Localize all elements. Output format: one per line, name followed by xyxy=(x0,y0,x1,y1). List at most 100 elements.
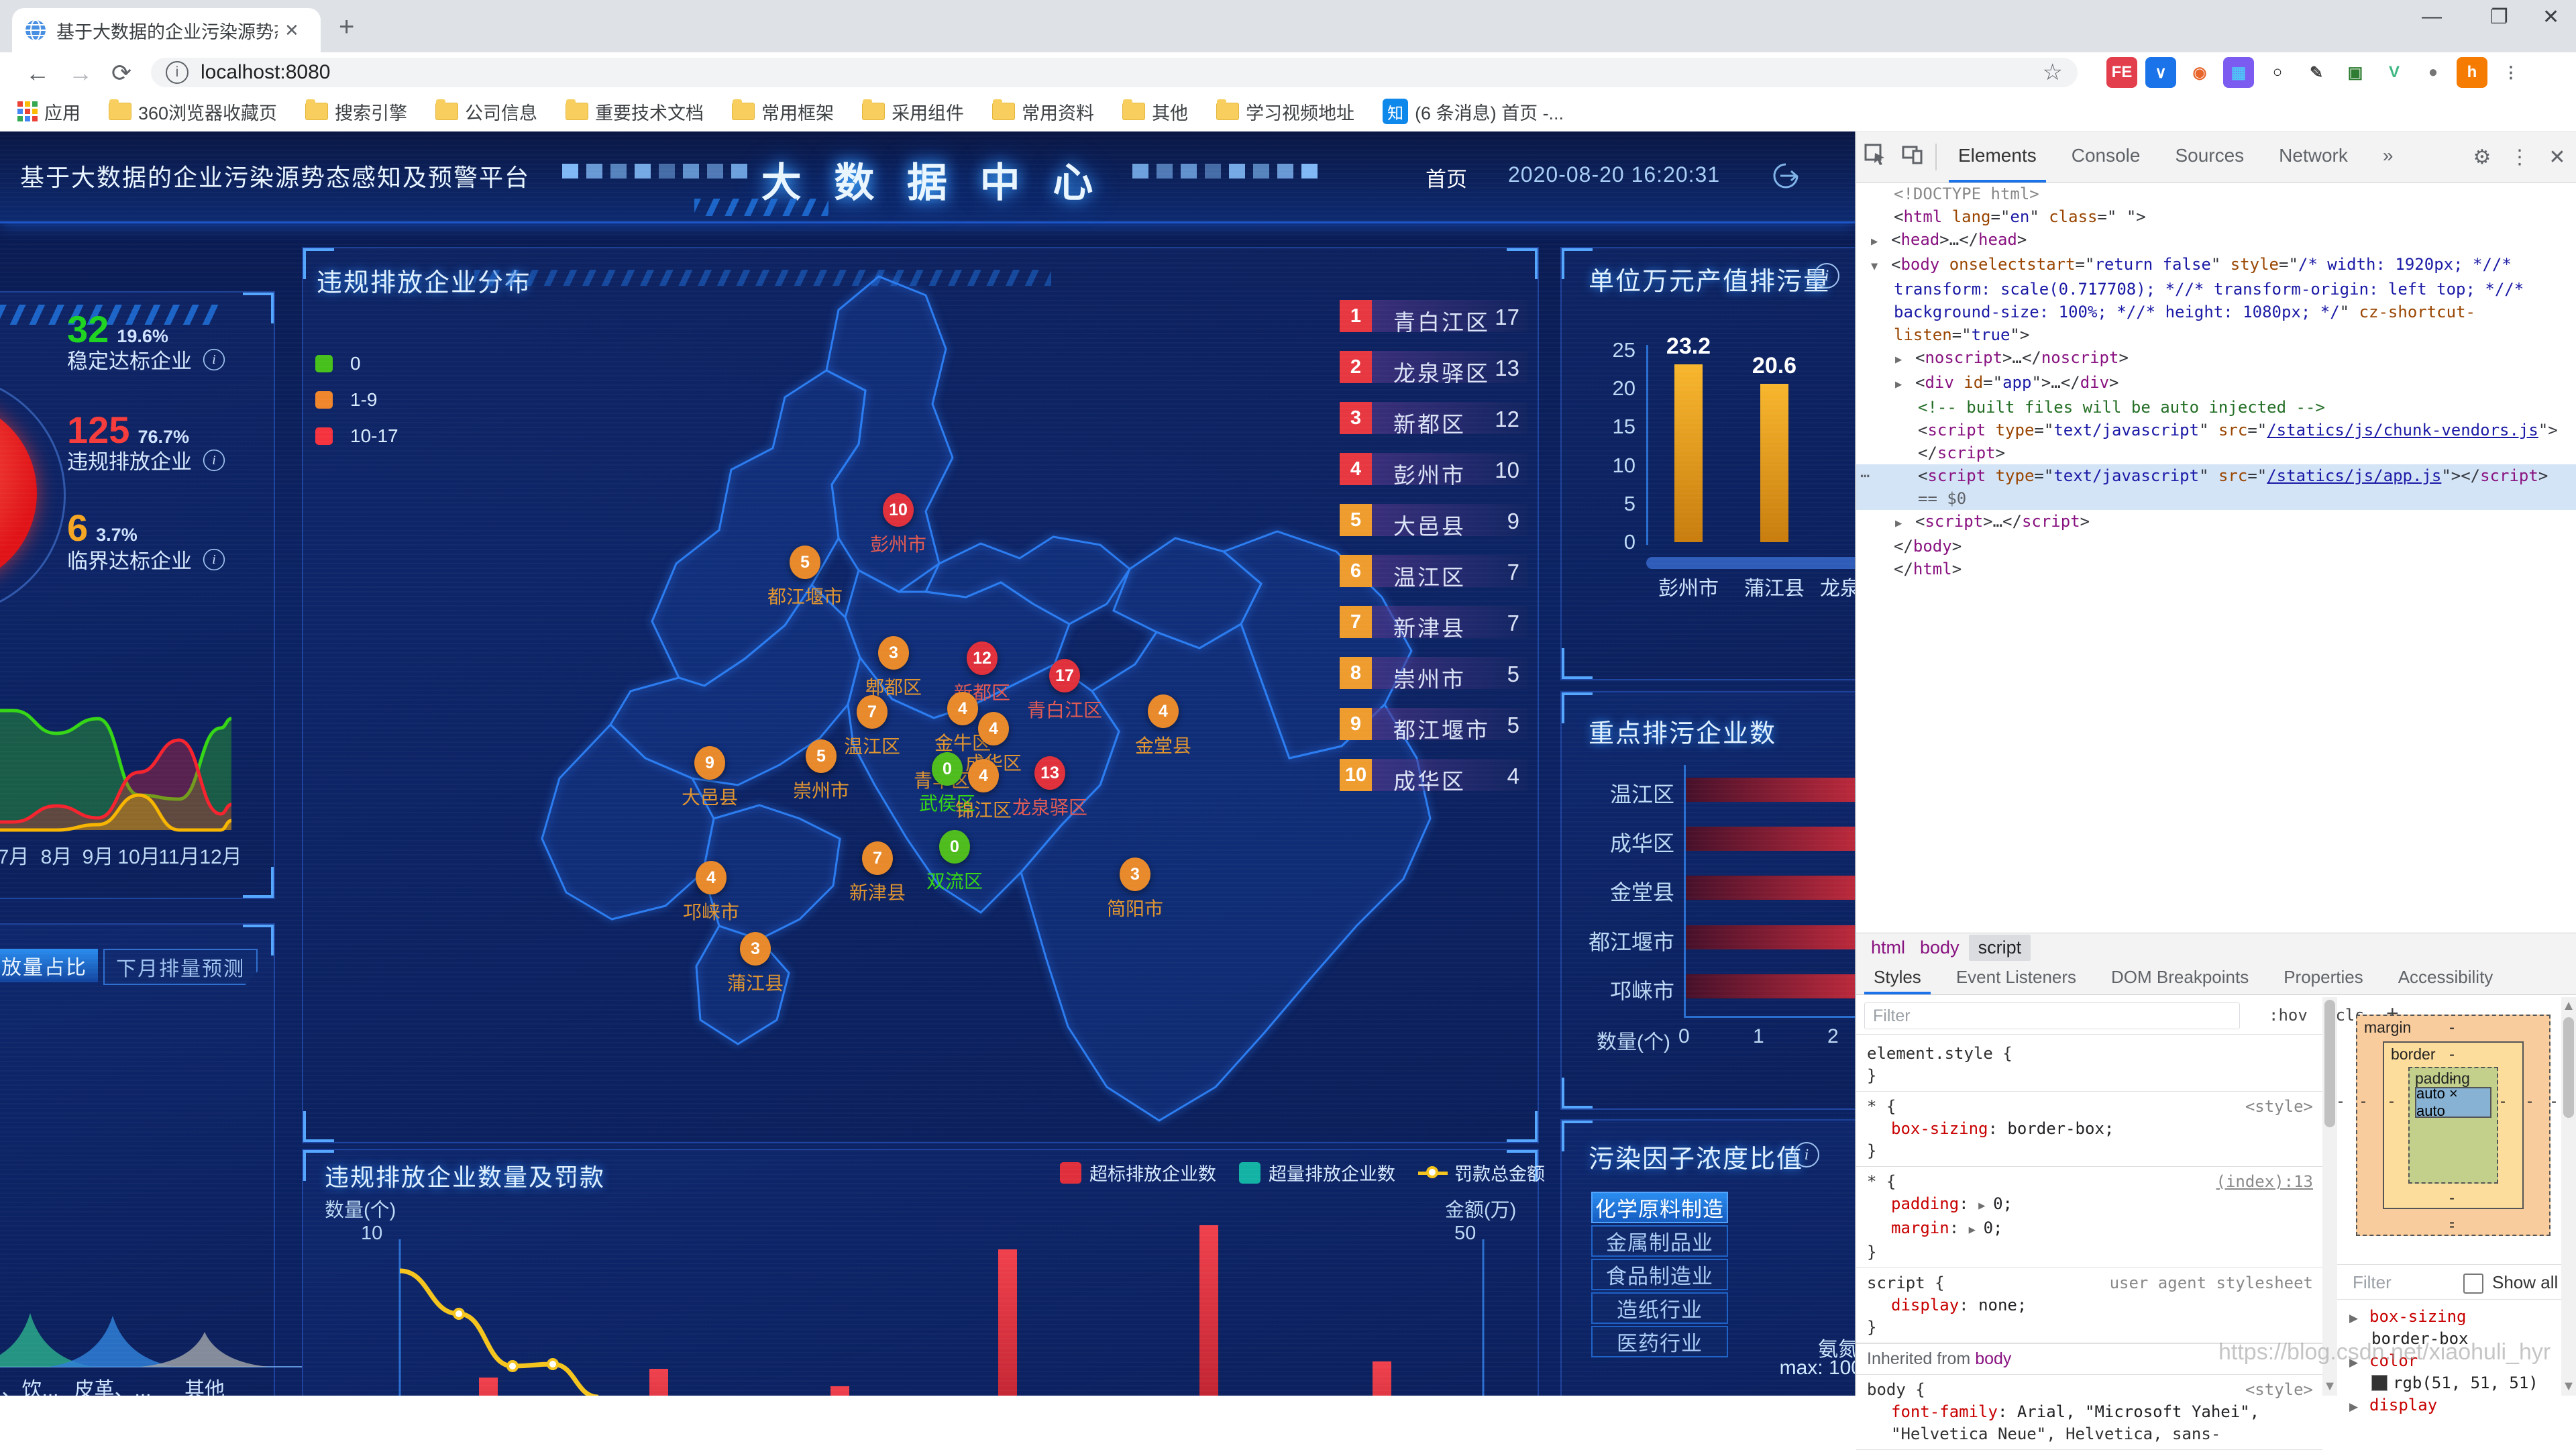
bookmark-item[interactable]: 常用框架 xyxy=(732,99,834,125)
bookmark-label[interactable]: 常用框架 xyxy=(761,103,835,123)
expand-arrow-icon[interactable]: ▶ xyxy=(1895,353,1902,366)
styles-filter-input[interactable]: Filter xyxy=(1864,1002,2240,1029)
nav-home-link[interactable]: 首页 xyxy=(1426,168,1467,191)
ranking-row[interactable]: 4 彭州市 10 xyxy=(1340,453,1527,488)
code-line[interactable]: ▶ <div id="app">…</div> xyxy=(1856,371,2576,396)
legend-item-罚款总金额[interactable]: 罚款总金额 xyxy=(1418,1159,1545,1186)
code-line[interactable]: ⋯ <script type="text/javascript" src="/st… xyxy=(1856,464,2576,510)
ranking-row[interactable]: 9 都江堰市 5 xyxy=(1340,708,1527,743)
computed-prop-display[interactable]: ▶ display xyxy=(2349,1396,2438,1414)
capture-icon[interactable]: ▣ xyxy=(2340,57,2371,88)
map-marker-都江堰市[interactable]: 5 xyxy=(790,546,820,579)
code-line[interactable]: ▼ <body onselectstart="return false" styl… xyxy=(1871,255,2524,344)
ranking-row[interactable]: 5 大邑县 9 xyxy=(1340,504,1527,539)
bookmark-item[interactable]: 搜索引擎 xyxy=(305,99,407,125)
info-icon[interactable]: i xyxy=(203,548,225,570)
devtools-tab-network[interactable]: Network xyxy=(2279,145,2348,166)
map-marker-崇州市[interactable]: 5 xyxy=(806,739,837,773)
legend-item-超量排放企业数[interactable]: 超量排放企业数 xyxy=(1239,1159,1395,1186)
panel-tab-event-listeners[interactable]: Event Listeners xyxy=(1955,967,2077,987)
ranking-row[interactable]: 2 龙泉驿区 13 xyxy=(1340,351,1527,386)
device-toolbar-icon[interactable] xyxy=(1894,143,1931,171)
back-button[interactable]: ← xyxy=(25,59,50,87)
code-line[interactable]: ▶ <script>…</script> xyxy=(1856,510,2576,535)
bookmark-label[interactable]: 搜索引擎 xyxy=(335,103,408,123)
map-marker-金堂县[interactable]: 4 xyxy=(1148,694,1179,728)
map-marker-邛崃市[interactable]: 4 xyxy=(696,861,727,894)
bookmark-item[interactable]: 常用资料 xyxy=(992,99,1094,125)
style-rule[interactable]: user agent stylesheet script {display: no… xyxy=(1856,1268,2322,1343)
expand-arrow-icon[interactable]: ▶ xyxy=(1871,235,1878,248)
tab-close-icon[interactable]: ✕ xyxy=(284,19,299,40)
map-marker-锦江区[interactable]: 4 xyxy=(968,759,999,792)
expand-arrow-icon[interactable]: ▼ xyxy=(1871,260,1878,273)
factor-button-化学原料制造[interactable]: 化学原料制造 xyxy=(1591,1192,1728,1223)
bookmark-item[interactable]: 学习视频地址 xyxy=(1216,99,1354,125)
power-icon[interactable]: ○ xyxy=(2262,57,2293,88)
map-marker-大邑县[interactable]: 9 xyxy=(694,746,725,780)
ranking-row[interactable]: 6 温江区 7 xyxy=(1340,555,1527,590)
sogou-icon[interactable]: ◉ xyxy=(2184,57,2215,88)
code-line[interactable]: </body> xyxy=(1894,537,1962,556)
inspect-element-icon[interactable] xyxy=(1856,143,1894,171)
district-map[interactable] xyxy=(303,248,1538,1142)
devtools-settings-icon[interactable]: ⚙ xyxy=(2473,146,2491,168)
datazoom-slider[interactable] xyxy=(1646,557,1855,569)
browser-tab[interactable]: 基于大数据的企业污染源势态感知 ✕ xyxy=(12,8,321,52)
rule-property[interactable]: box-sizing: border-box; xyxy=(1891,1119,2114,1138)
ranking-row[interactable]: 1 青白江区 17 xyxy=(1340,300,1527,335)
rule-property[interactable]: display: none; xyxy=(1891,1296,2027,1314)
info-icon[interactable]: i xyxy=(203,348,225,370)
apps-shortcut[interactable]: 应用 xyxy=(17,99,80,125)
apps-label[interactable]: 应用 xyxy=(44,103,80,123)
vue-devtools-icon[interactable]: V xyxy=(2379,57,2410,88)
styles-scrollbar[interactable]: ▼ xyxy=(2322,997,2337,1396)
download-icon[interactable]: ∨ xyxy=(2145,57,2176,88)
bookmark-label[interactable]: 公司信息 xyxy=(465,103,538,123)
computed-scrollbar[interactable]: ▲ ▼ xyxy=(2561,997,2576,1396)
reload-button[interactable]: ⟳ xyxy=(111,59,132,87)
bookmark-label[interactable]: 其他 xyxy=(1152,103,1189,123)
map-marker-武侯区[interactable]: 0 xyxy=(932,752,963,786)
rule-property[interactable]: font-family: Arial, "Microsoft Yahei", xyxy=(1891,1402,2260,1421)
bookmark-label[interactable]: 重要技术文档 xyxy=(595,103,704,123)
avatar-icon[interactable]: h xyxy=(2457,57,2487,88)
hov-toggle[interactable]: :hov xyxy=(2269,1006,2308,1025)
window-close-button[interactable]: ✕ xyxy=(2542,6,2560,28)
district-boundary[interactable] xyxy=(1020,622,1432,1122)
site-info-icon[interactable]: i xyxy=(166,61,189,84)
expand-arrow-icon[interactable]: ▶ xyxy=(1895,378,1902,391)
style-rule[interactable]: <style> * {box-sizing: border-box;} xyxy=(1856,1092,2322,1167)
bookmark-item[interactable]: 采用组件 xyxy=(862,99,964,125)
district-boundary[interactable] xyxy=(702,804,841,941)
factor-button-医药行业[interactable]: 医药行业 xyxy=(1591,1326,1728,1357)
styles-rules[interactable]: element.style {} <style> * {box-sizing: bo… xyxy=(1856,1039,2322,1450)
ranking-row[interactable]: 3 新都区 12 xyxy=(1340,402,1527,437)
new-tab-button[interactable]: + xyxy=(339,12,355,42)
info-icon[interactable]: i xyxy=(1814,263,1839,289)
devtools-more-tabs[interactable]: » xyxy=(2382,145,2394,166)
breadcrumb-html[interactable]: html xyxy=(1871,937,1906,957)
style-rule[interactable]: (index):13 * {padding: ▶ 0; margin: ▶ 0;} xyxy=(1856,1167,2322,1268)
code-line[interactable]: <!-- built files will be auto injected -… xyxy=(1918,398,2325,417)
url-text[interactable]: localhost:8080 xyxy=(201,61,331,83)
rule-property[interactable]: margin: ▶ 0; xyxy=(1891,1219,2003,1237)
district-boundary[interactable] xyxy=(541,723,715,921)
elements-tree[interactable]: <!DOCTYPE html> <html lang="en" class=" "… xyxy=(1856,183,2576,580)
code-line[interactable]: <!DOCTYPE html> xyxy=(1894,185,2039,203)
code-line[interactable]: ▶ <noscript>…</noscript> xyxy=(1856,346,2576,371)
devtools-menu-icon[interactable]: ⋮ xyxy=(2510,146,2530,168)
style-rule[interactable]: <style> body {font-family: Arial, "Micros… xyxy=(1856,1375,2322,1450)
bookmark-item[interactable]: 重要技术文档 xyxy=(566,99,704,125)
breadcrumb-body[interactable]: body xyxy=(1920,937,1960,957)
ranking-row[interactable]: 8 崇州市 5 xyxy=(1340,657,1527,692)
bookmark-label[interactable]: 采用组件 xyxy=(892,103,965,123)
tab-emission-share[interactable]: 放量占比 xyxy=(0,949,98,982)
puzzle-icon[interactable]: ● xyxy=(2418,57,2449,88)
code-line[interactable]: </html> xyxy=(1894,560,1962,578)
devtools-tab-sources[interactable]: Sources xyxy=(2175,145,2245,166)
panel-tab-properties[interactable]: Properties xyxy=(2284,967,2363,987)
bookmark-star-icon[interactable]: ☆ xyxy=(2042,60,2063,85)
computed-filter[interactable]: Filter xyxy=(2353,1272,2392,1292)
info-icon[interactable]: i xyxy=(1794,1142,1819,1168)
